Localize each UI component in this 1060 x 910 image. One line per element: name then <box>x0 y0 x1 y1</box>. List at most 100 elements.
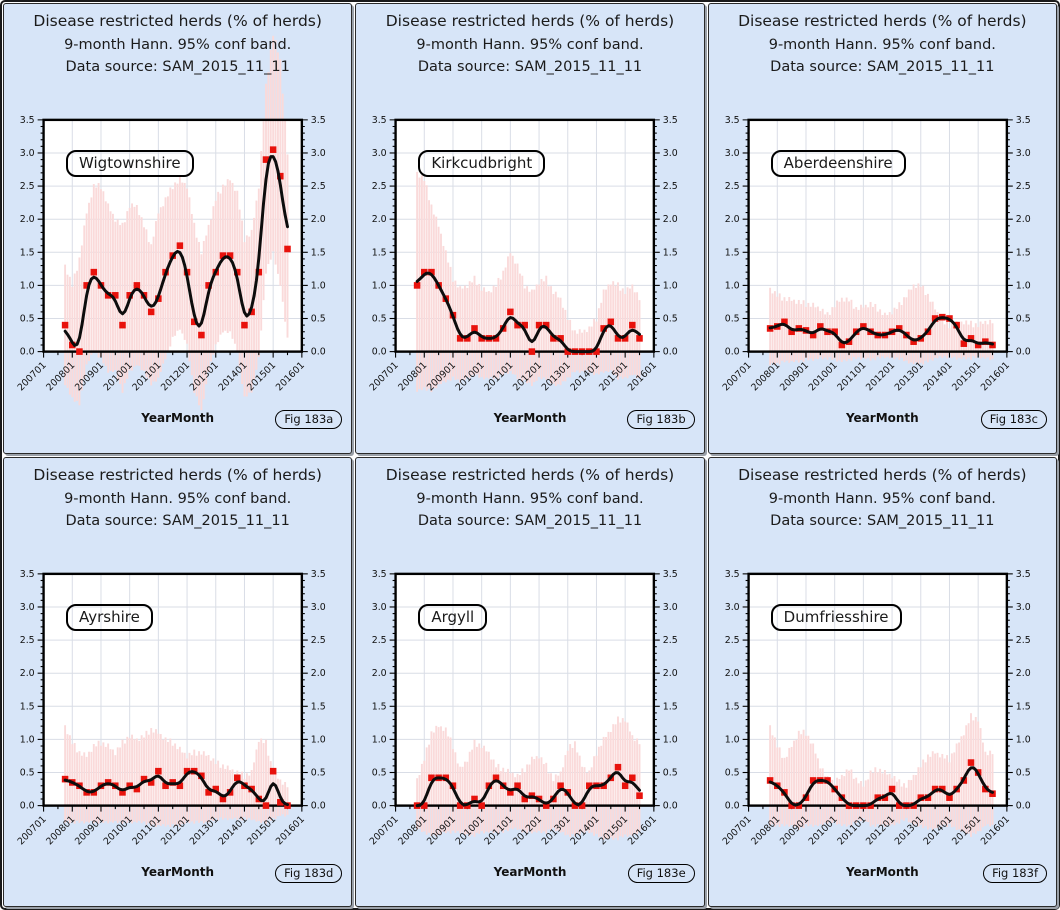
fig-badge: Fig 183f <box>983 863 1047 883</box>
svg-text:201601: 201601 <box>274 360 307 393</box>
svg-text:0.5: 0.5 <box>372 767 387 778</box>
chart-panel-argyll: Disease restricted herds (% of herds) 9-m… <box>355 456 705 907</box>
x-axis-title: YearMonth <box>141 864 215 879</box>
svg-text:2.0: 2.0 <box>1015 668 1030 679</box>
svg-text:1.5: 1.5 <box>311 701 326 712</box>
region-label: Kirkcudbright <box>418 150 546 177</box>
y-tick-labels: 0.0 0.0 0.5 0.5 1.0 1.0 1.5 1.5 2.0 2.0 2.5 2.5 3.0 3… <box>372 115 678 358</box>
svg-text:2.5: 2.5 <box>724 635 739 646</box>
svg-text:3.5: 3.5 <box>372 115 387 126</box>
svg-text:3.0: 3.0 <box>372 601 387 612</box>
svg-text:200701: 200701 <box>720 360 753 393</box>
svg-text:2.5: 2.5 <box>20 181 35 192</box>
svg-text:2.0: 2.0 <box>663 668 678 679</box>
trend-line <box>415 770 642 807</box>
chart-panel-ayrshire: Disease restricted herds (% of herds) 9-m… <box>3 456 353 907</box>
fig-badge: Fig 183d <box>275 863 343 883</box>
chart-canvas: 0.0 0.0 0.5 0.5 1.0 1.0 1.5 1.5 2.0 2.0 2.5 2.5 3.0 3… <box>16 568 326 846</box>
svg-text:0.5: 0.5 <box>1015 767 1030 778</box>
svg-text:0.0: 0.0 <box>372 800 387 811</box>
region-label: Dumfriesshire <box>770 603 902 631</box>
svg-text:2.5: 2.5 <box>20 635 35 646</box>
svg-text:0.5: 0.5 <box>724 767 739 778</box>
svg-text:3.0: 3.0 <box>724 148 739 159</box>
svg-text:2.0: 2.0 <box>20 668 35 679</box>
svg-text:3.0: 3.0 <box>1015 601 1030 612</box>
svg-text:3.5: 3.5 <box>1015 115 1030 126</box>
svg-text:2.0: 2.0 <box>20 214 35 225</box>
axis-ticks <box>389 119 661 358</box>
fig-badge: Fig 183a <box>275 410 343 429</box>
fig-badge: Fig 183c <box>980 410 1047 429</box>
y-tick-labels: 0.0 0.0 0.5 0.5 1.0 1.0 1.5 1.5 2.0 2.0 2.5 2.5 3.0 3… <box>724 115 1030 358</box>
svg-text:1.5: 1.5 <box>724 701 739 712</box>
svg-text:1.0: 1.0 <box>1015 280 1030 291</box>
svg-text:2.0: 2.0 <box>311 668 326 679</box>
svg-text:0.5: 0.5 <box>663 767 678 778</box>
svg-text:201601: 201601 <box>979 360 1012 393</box>
svg-text:2.5: 2.5 <box>724 181 739 192</box>
svg-text:1.0: 1.0 <box>1015 734 1030 745</box>
svg-text:3.5: 3.5 <box>724 115 739 126</box>
svg-text:201201: 201201 <box>159 360 192 393</box>
svg-text:200801: 200801 <box>44 813 77 846</box>
svg-text:3.5: 3.5 <box>372 568 387 579</box>
svg-text:2.0: 2.0 <box>372 214 387 225</box>
svg-text:3.5: 3.5 <box>724 568 739 579</box>
svg-text:3.5: 3.5 <box>663 115 678 126</box>
svg-text:201501: 201501 <box>950 360 983 393</box>
svg-text:200701: 200701 <box>368 360 401 393</box>
chart-panel-wigtownshire: Disease restricted herds (% of herds) 9-m… <box>3 3 353 454</box>
svg-text:2.5: 2.5 <box>372 181 387 192</box>
svg-text:3.0: 3.0 <box>311 601 326 612</box>
svg-text:3.0: 3.0 <box>372 148 387 159</box>
svg-text:0.5: 0.5 <box>724 313 739 324</box>
svg-text:3.5: 3.5 <box>311 115 326 126</box>
svg-text:0.5: 0.5 <box>311 313 326 324</box>
svg-text:0.5: 0.5 <box>1015 313 1030 324</box>
trend-line <box>768 765 994 807</box>
x-tick-labels: 2007012008012009012010012011012012012013… <box>720 360 1011 393</box>
svg-text:201301: 201301 <box>892 360 925 393</box>
x-axis-title: YearMonth <box>845 411 919 425</box>
svg-text:2.5: 2.5 <box>311 181 326 192</box>
svg-text:1.0: 1.0 <box>724 280 739 291</box>
svg-text:201401: 201401 <box>921 360 954 393</box>
svg-text:0.0: 0.0 <box>311 800 326 811</box>
svg-text:2.5: 2.5 <box>663 635 678 646</box>
svg-text:2.0: 2.0 <box>724 214 739 225</box>
svg-text:3.0: 3.0 <box>724 601 739 612</box>
svg-text:1.5: 1.5 <box>311 247 326 258</box>
svg-text:0.0: 0.0 <box>724 347 739 358</box>
svg-text:0.0: 0.0 <box>1015 800 1030 811</box>
svg-text:201201: 201201 <box>864 360 897 393</box>
x-axis-title: YearMonth <box>493 411 567 425</box>
svg-text:1.0: 1.0 <box>372 734 387 745</box>
svg-text:3.5: 3.5 <box>20 568 35 579</box>
svg-text:3.0: 3.0 <box>1015 148 1030 159</box>
svg-text:0.0: 0.0 <box>724 800 739 811</box>
svg-text:2.0: 2.0 <box>724 668 739 679</box>
region-label: Argyll <box>418 603 488 631</box>
svg-text:1.5: 1.5 <box>20 701 35 712</box>
chart-canvas: 0.0 0.0 0.5 0.5 1.0 1.0 1.5 1.5 2.0 2.0 2.5 2.5 3.0 3… <box>720 568 1030 846</box>
x-axis-title: YearMonth <box>493 864 567 879</box>
svg-text:1.0: 1.0 <box>724 734 739 745</box>
svg-text:200801: 200801 <box>749 360 782 393</box>
svg-text:0.0: 0.0 <box>1015 347 1030 358</box>
svg-text:3.5: 3.5 <box>663 568 678 579</box>
axis-ticks <box>742 572 1013 812</box>
svg-text:2.5: 2.5 <box>663 181 678 192</box>
y-tick-labels: 0.0 0.0 0.5 0.5 1.0 1.0 1.5 1.5 2.0 2.0 2.5 2.5 3.0 3… <box>372 568 678 811</box>
svg-text:1.5: 1.5 <box>20 247 35 258</box>
svg-text:1.0: 1.0 <box>663 280 678 291</box>
svg-text:201101: 201101 <box>835 360 868 393</box>
chart-panel-aberdeenshire: Disease restricted herds (% of herds) 9-m… <box>707 3 1057 454</box>
svg-text:0.5: 0.5 <box>311 767 326 778</box>
svg-text:1.5: 1.5 <box>663 247 678 258</box>
axis-ticks <box>742 119 1013 358</box>
svg-text:0.0: 0.0 <box>20 800 35 811</box>
y-tick-labels: 0.0 0.0 0.5 0.5 1.0 1.0 1.5 1.5 2.0 2.0 2.5 2.5 3.0 3… <box>724 568 1030 811</box>
svg-text:3.5: 3.5 <box>311 568 326 579</box>
svg-text:0.0: 0.0 <box>372 347 387 358</box>
